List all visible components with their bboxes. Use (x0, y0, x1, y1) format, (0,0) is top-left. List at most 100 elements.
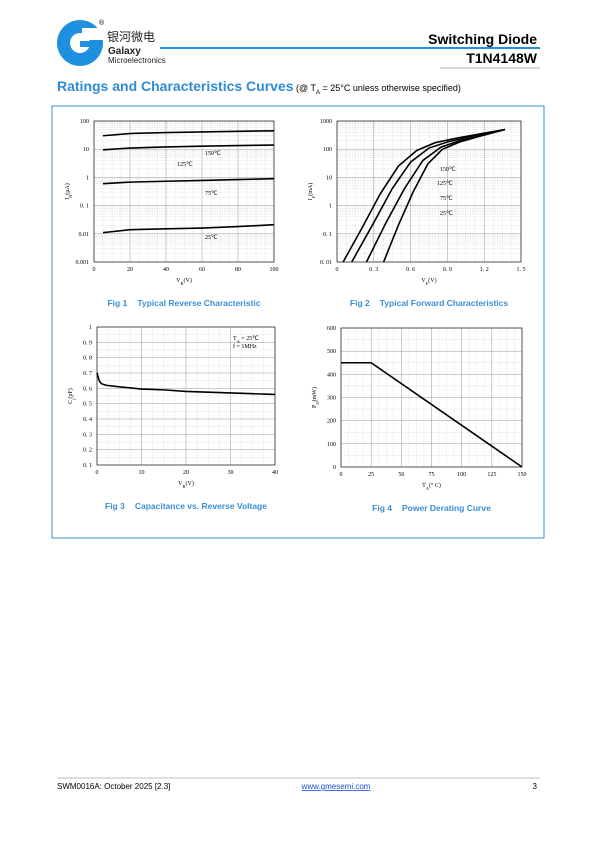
x-tick-label: 80 (235, 267, 241, 273)
y-axis-label-part: P (312, 404, 318, 408)
x-tick-label: 150 (518, 472, 527, 478)
y-tick-label: 0. 2 (83, 448, 92, 454)
y-tick-label: 0. 4 (83, 417, 92, 423)
x-axis-label-part: A (426, 486, 430, 491)
x-tick-label: 20 (127, 267, 133, 273)
logo-cn: 银河微电 (107, 30, 155, 44)
y-tick-label: 0 (333, 465, 336, 471)
y-axis-label-part: I (65, 198, 71, 200)
y-tick-label: 0. 01 (320, 260, 332, 266)
figure-frame (51, 105, 545, 539)
logo-sub: Microelectronics (108, 56, 166, 65)
x-tick-label: 100 (270, 267, 279, 273)
x-tick-label: 50 (398, 472, 404, 478)
x-axis-label-part: (° C) (429, 482, 441, 489)
caption-fig: Fig 3 (105, 501, 125, 511)
y-tick-label: 1 (89, 325, 92, 331)
logo (57, 20, 106, 66)
curve (102, 144, 275, 151)
y-tick-label: 0. 7 (83, 371, 92, 377)
curve (341, 361, 523, 468)
annotation: TA = 25℃ (233, 336, 259, 344)
condition-text: (@ T (296, 83, 316, 93)
page-number: 3 (533, 782, 538, 791)
y-tick-label: 1 (86, 175, 89, 181)
footer-doc: SWM0016A: October 2025 [2.3] (57, 782, 170, 791)
x-tick-label: 75 (429, 472, 435, 478)
caption-title: Typical Reverse Characteristic (137, 298, 260, 308)
x-axis-label-part: V (178, 481, 183, 487)
y-tick-label: 100 (323, 147, 332, 153)
y-tick-label: 10 (326, 175, 332, 181)
y-tick-label: 500 (327, 349, 336, 355)
x-axis-label-part: (V) (428, 277, 436, 284)
x-tick-label: 1. 2 (480, 267, 489, 273)
curve (102, 177, 275, 185)
annotation-part: = 25℃ (240, 336, 259, 342)
caption: Fig 1 Typical Reverse Characteristic (107, 298, 260, 308)
annotation-part: T (233, 336, 237, 342)
caption: Fig 4 Power Derating Curve (372, 503, 491, 513)
x-axis-label-part: V (421, 278, 426, 284)
y-tick-label: 1000 (320, 119, 332, 125)
x-tick-label: 0. 3 (369, 267, 378, 273)
y-tick-label: 0.01 (79, 232, 90, 238)
part-number: T1N4148W (466, 50, 538, 66)
x-axis-label: TA(° C) (422, 482, 441, 491)
x-tick-label: 0 (93, 267, 96, 273)
section-title: Ratings and Characteristics Curves (57, 78, 294, 94)
caption: Fig 3 Capacitance vs. Reverse Voltage (105, 501, 267, 511)
y-tick-label: 0. 8 (83, 356, 92, 362)
y-axis-label: Cj(pF) (67, 388, 76, 404)
y-tick-label: 100 (80, 119, 89, 125)
x-tick-label: 10 (139, 470, 145, 476)
curve (382, 128, 506, 263)
caption: Fig 2 Typical Forward Characteristics (350, 298, 508, 308)
curve-label: 125℃ (177, 162, 193, 168)
x-axis-label-part: (V) (184, 277, 192, 284)
y-axis-label-part: D (315, 401, 320, 405)
curve-label: 125℃ (437, 181, 453, 187)
y-tick-label: 100 (327, 442, 336, 448)
curve-label: 150℃ (440, 167, 456, 173)
plot-frame (340, 327, 523, 468)
y-tick-label: 10 (83, 147, 89, 153)
caption-fig: Fig 4 (372, 503, 392, 513)
x-axis-label-part: F (426, 281, 429, 286)
y-axis-label-part: C (68, 400, 74, 404)
x-tick-label: 125 (487, 472, 496, 478)
curve-label: 75℃ (440, 196, 453, 202)
x-tick-label: 40 (272, 470, 278, 476)
footer-url[interactable]: www.gmesemi.com (301, 782, 371, 791)
x-axis-label: VR(V) (176, 277, 192, 286)
y-tick-label: 200 (327, 419, 336, 425)
x-tick-label: 0. 9 (443, 267, 452, 273)
y-tick-label: 0. 1 (83, 463, 92, 469)
y-tick-label: 0. 1 (323, 232, 332, 238)
plot-frame (93, 120, 275, 263)
caption-title: Capacitance vs. Reverse Voltage (135, 501, 267, 511)
doc-title: Switching Diode (428, 31, 537, 47)
y-tick-label: 300 (327, 396, 336, 402)
x-axis-label-part: R (182, 484, 185, 489)
x-tick-label: 30 (228, 470, 234, 476)
caption-title: Typical Forward Characteristics (380, 298, 509, 308)
logo-en: Galaxy (108, 46, 141, 57)
x-axis-label-part: R (180, 281, 183, 286)
y-axis-label: IR(μA) (64, 183, 73, 200)
x-tick-label: 0. 6 (406, 267, 415, 273)
x-tick-label: 0 (336, 267, 339, 273)
y-axis-label-part: (mA) (307, 183, 314, 196)
y-axis-label: IF(mA) (307, 183, 316, 201)
x-tick-label: 25 (368, 472, 374, 478)
condition-text: = 25°C unless otherwise specified) (320, 83, 461, 93)
x-axis-label: VR(V) (178, 480, 194, 489)
annotation: f = 1MHz (233, 343, 257, 350)
x-tick-label: 0 (96, 470, 99, 476)
y-axis-label-part: I (308, 198, 314, 200)
registered: ® (99, 19, 105, 27)
curve-label: 25℃ (205, 235, 218, 241)
curve (102, 223, 275, 234)
x-tick-label: 0 (340, 472, 343, 478)
x-tick-label: 20 (183, 470, 189, 476)
